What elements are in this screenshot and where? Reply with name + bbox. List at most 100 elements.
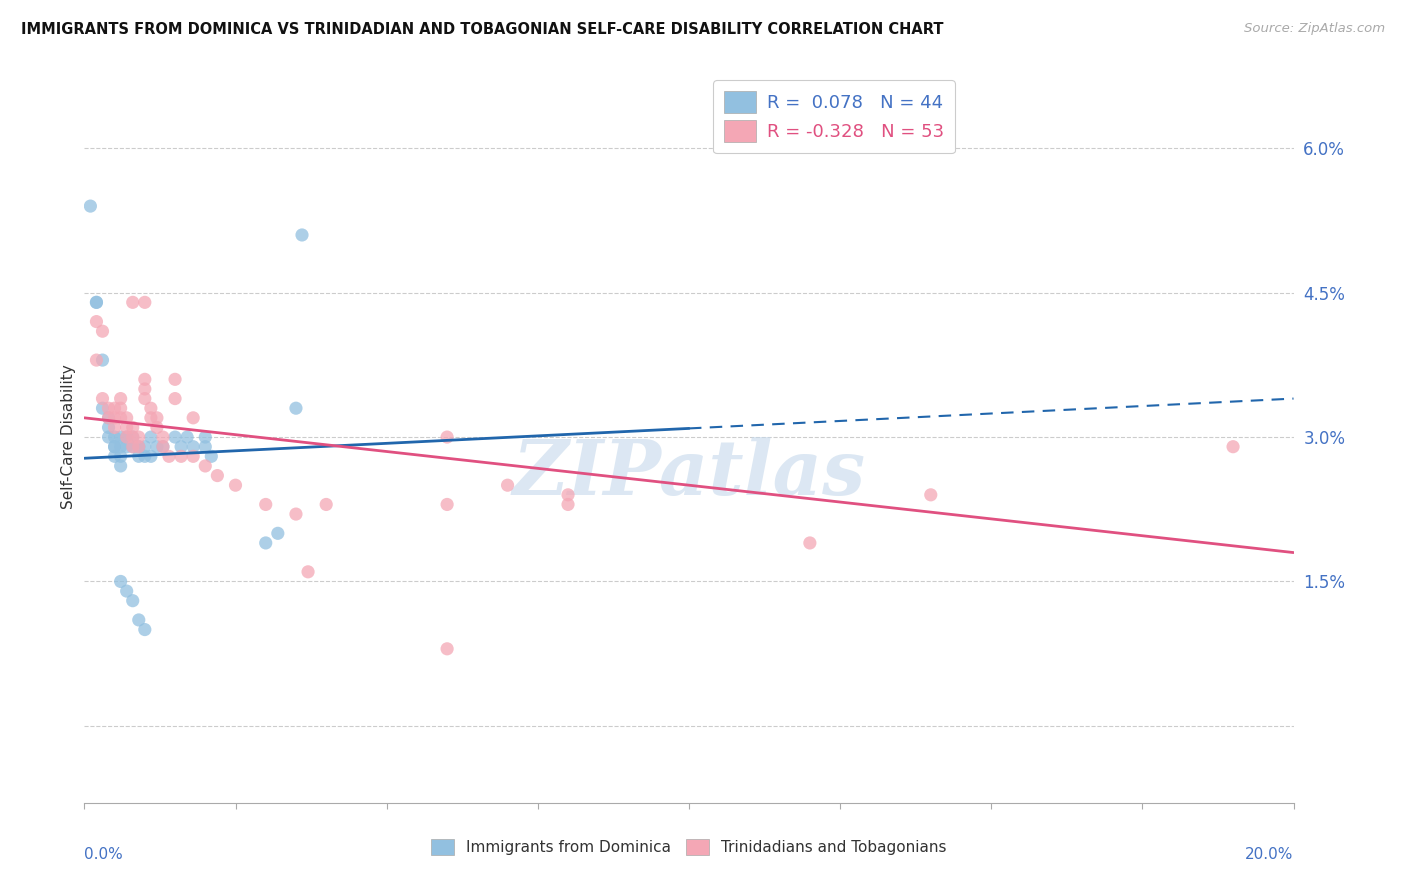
Point	[128, 450, 150, 464]
Point	[146, 420, 169, 434]
Point	[181, 440, 204, 454]
Point	[104, 420, 127, 434]
Point	[134, 440, 156, 454]
Point	[254, 536, 277, 550]
Point	[134, 392, 156, 406]
Point	[86, 353, 108, 368]
Point	[139, 410, 162, 425]
Point	[170, 450, 193, 464]
Point	[115, 440, 138, 454]
Point	[291, 227, 314, 242]
Point	[115, 430, 138, 444]
Point	[157, 450, 180, 464]
Point	[799, 536, 821, 550]
Point	[121, 593, 143, 607]
Point	[134, 372, 156, 386]
Point	[920, 488, 942, 502]
Legend: Immigrants from Dominica, Trinidadians and Tobagonians: Immigrants from Dominica, Trinidadians a…	[425, 833, 953, 861]
Point	[297, 565, 319, 579]
Point	[91, 392, 114, 406]
Point	[285, 401, 308, 416]
Text: Source: ZipAtlas.com: Source: ZipAtlas.com	[1244, 22, 1385, 36]
Point	[194, 458, 217, 473]
Point	[104, 440, 127, 454]
Point	[121, 440, 143, 454]
Point	[557, 498, 579, 512]
Point	[139, 450, 162, 464]
Point	[128, 613, 150, 627]
Point	[267, 526, 290, 541]
Point	[86, 295, 108, 310]
Point	[110, 401, 132, 416]
Point	[194, 440, 217, 454]
Point	[121, 430, 143, 444]
Point	[104, 401, 127, 416]
Point	[121, 430, 143, 444]
Point	[436, 498, 458, 512]
Point	[254, 498, 277, 512]
Point	[97, 420, 120, 434]
Point	[146, 440, 169, 454]
Point	[128, 430, 150, 444]
Point	[207, 468, 229, 483]
Point	[176, 430, 198, 444]
Point	[194, 430, 217, 444]
Text: ZIPatlas: ZIPatlas	[512, 437, 866, 510]
Point	[152, 440, 174, 454]
Point	[79, 199, 101, 213]
Point	[110, 392, 132, 406]
Point	[97, 401, 120, 416]
Point	[115, 584, 138, 599]
Point	[200, 450, 222, 464]
Point	[139, 401, 162, 416]
Point	[181, 450, 204, 464]
Point	[104, 440, 127, 454]
Point	[128, 440, 150, 454]
Text: IMMIGRANTS FROM DOMINICA VS TRINIDADIAN AND TOBAGONIAN SELF-CARE DISABILITY CORR: IMMIGRANTS FROM DOMINICA VS TRINIDADIAN …	[21, 22, 943, 37]
Point	[134, 450, 156, 464]
Point	[146, 410, 169, 425]
Point	[91, 401, 114, 416]
Point	[97, 410, 120, 425]
Point	[315, 498, 337, 512]
Point	[115, 420, 138, 434]
Point	[121, 420, 143, 434]
Point	[104, 410, 127, 425]
Point	[1222, 440, 1244, 454]
Point	[165, 392, 187, 406]
Point	[104, 450, 127, 464]
Point	[165, 430, 187, 444]
Point	[110, 440, 132, 454]
Point	[181, 410, 204, 425]
Point	[496, 478, 519, 492]
Point	[110, 450, 132, 464]
Point	[557, 488, 579, 502]
Y-axis label: Self-Care Disability: Self-Care Disability	[60, 365, 76, 509]
Point	[152, 430, 174, 444]
Text: 20.0%: 20.0%	[1246, 847, 1294, 862]
Point	[97, 430, 120, 444]
Point	[170, 440, 193, 454]
Point	[86, 315, 108, 329]
Point	[134, 623, 156, 637]
Point	[115, 430, 138, 444]
Point	[285, 507, 308, 521]
Point	[115, 410, 138, 425]
Point	[139, 430, 162, 444]
Point	[104, 430, 127, 444]
Point	[121, 440, 143, 454]
Point	[134, 382, 156, 396]
Point	[128, 440, 150, 454]
Point	[121, 295, 143, 310]
Point	[165, 372, 187, 386]
Point	[110, 410, 132, 425]
Point	[436, 641, 458, 656]
Point	[225, 478, 247, 492]
Point	[97, 410, 120, 425]
Point	[86, 295, 108, 310]
Point	[110, 430, 132, 444]
Point	[110, 574, 132, 589]
Point	[91, 324, 114, 338]
Point	[436, 430, 458, 444]
Text: 0.0%: 0.0%	[84, 847, 124, 862]
